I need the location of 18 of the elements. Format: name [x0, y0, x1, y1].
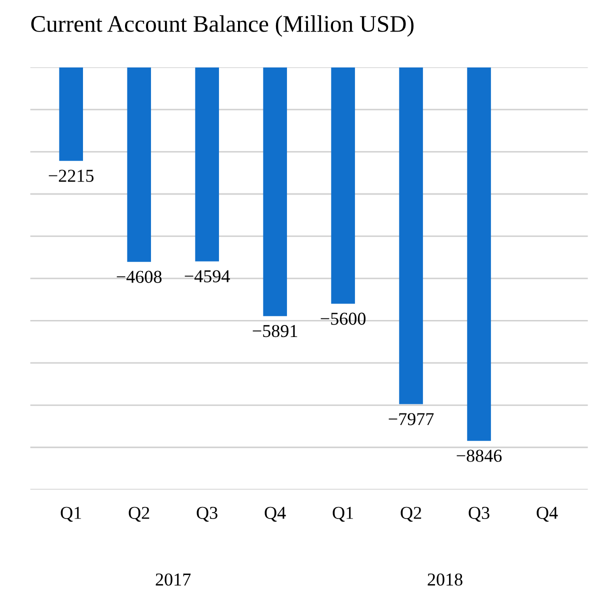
x-tick-label: Q4: [264, 506, 286, 522]
x-tick-label: Q1: [332, 506, 354, 522]
data-label: −4594: [184, 270, 230, 282]
x-tick-label: Q3: [196, 506, 218, 522]
x-tick-label: Q2: [400, 506, 422, 522]
data-label: −5891: [252, 324, 298, 338]
text: 2018: [428, 573, 462, 586]
chart-title: Current Account Balance (Million USD): [31, 15, 414, 37]
x-tick-label: Q3: [468, 506, 490, 522]
data-label: −5600: [320, 312, 366, 325]
x-tick-label: Q4: [536, 506, 558, 522]
data-label: −7977: [388, 413, 434, 426]
x-tick-label: Q2: [128, 506, 150, 522]
x-tick-label: Q1: [60, 506, 82, 522]
data-label: −2215: [48, 170, 94, 182]
data-label: −8846: [456, 450, 502, 462]
text: 2017: [156, 573, 191, 586]
data-label: −4608: [116, 270, 162, 283]
